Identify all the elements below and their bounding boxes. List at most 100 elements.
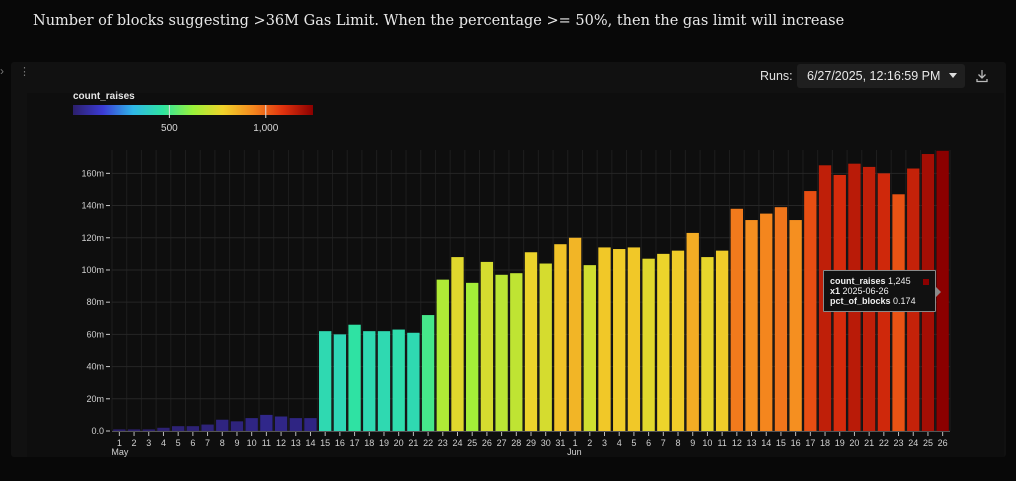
bar: [671, 250, 685, 431]
x-tick-label: 16: [791, 438, 801, 448]
x-tick-label: 4: [617, 438, 622, 448]
y-tick-label: 120m: [81, 233, 104, 243]
bar: [701, 257, 714, 431]
bar: [627, 247, 641, 431]
bar: [466, 282, 479, 431]
legend-tick-label: 500: [161, 123, 178, 134]
bar: [260, 414, 273, 431]
bar: [319, 331, 332, 431]
bar: [642, 258, 655, 431]
runs-select[interactable]: 6/27/2025, 12:16:59 PM: [797, 64, 965, 88]
bar: [142, 429, 155, 431]
x-tick-label: 24: [452, 438, 462, 448]
y-tick-label: 60m: [86, 329, 104, 339]
bar: [730, 208, 743, 431]
x-tick-label: 20: [394, 438, 404, 448]
tooltip-value-x: 2025-06-26: [842, 286, 889, 296]
bar: [598, 247, 611, 431]
x-tick-label: 10: [247, 438, 257, 448]
bar: [495, 274, 508, 431]
x-tick-label: 27: [497, 438, 507, 448]
bar: [230, 421, 244, 431]
x-tick-label: 29: [526, 438, 536, 448]
tooltip-value-pct: 0.174: [893, 296, 916, 306]
bar: [568, 237, 582, 431]
x-tick-label: 7: [205, 438, 210, 448]
bar: [539, 263, 552, 431]
bar: [760, 213, 773, 431]
x-tick-label: 31: [555, 438, 565, 448]
bar: [583, 265, 596, 431]
x-tick-label: 17: [805, 438, 815, 448]
x-tick-label: 6: [646, 438, 651, 448]
x-tick-label: 15: [776, 438, 786, 448]
bar: [113, 429, 126, 431]
bar: [171, 426, 185, 431]
bar: [451, 257, 464, 431]
bar: [774, 207, 788, 431]
x-tick-label: 26: [482, 438, 492, 448]
x-tick-label: 30: [541, 438, 551, 448]
x-tick-label: 14: [761, 438, 771, 448]
bar: [363, 331, 376, 431]
x-tick-label: 2: [132, 438, 137, 448]
tooltip-value-count: 1,245: [888, 276, 911, 286]
bar: [554, 244, 567, 431]
tooltip-swatch: [923, 279, 929, 285]
tooltip-label-count: count_raises: [830, 276, 886, 286]
bar: [804, 191, 817, 431]
bar: [127, 429, 141, 431]
x-tick-label: 23: [894, 438, 904, 448]
x-tick-label: 9: [690, 438, 695, 448]
x-month-label: May: [111, 447, 129, 457]
chevron-down-icon: [949, 73, 957, 78]
bar: [348, 324, 361, 431]
x-tick-label: 25: [467, 438, 477, 448]
x-tick-label: 4: [161, 438, 166, 448]
x-tick-label: 14: [305, 438, 315, 448]
x-tick-label: 3: [146, 438, 151, 448]
bar: [789, 220, 802, 431]
legend-tick-label: 1,000: [253, 123, 278, 134]
bar: [216, 419, 229, 431]
bar: [186, 426, 200, 431]
x-tick-label: 11: [717, 438, 726, 448]
collapse-chevron-icon[interactable]: ›: [0, 64, 4, 78]
download-icon[interactable]: [976, 69, 988, 83]
bar: [377, 331, 391, 431]
bar: [686, 232, 699, 431]
x-tick-label: 17: [350, 438, 360, 448]
drag-handle-icon[interactable]: ⋮: [19, 66, 30, 78]
x-tick-label: 12: [732, 438, 742, 448]
bar: [201, 424, 214, 431]
x-tick-label: 21: [864, 438, 874, 448]
x-tick-label: 1: [573, 438, 578, 448]
bar: [715, 250, 729, 431]
x-tick-label: 8: [676, 438, 681, 448]
tooltip-arrow: [935, 286, 941, 298]
x-tick-label: 26: [938, 438, 948, 448]
x-tick-label: 3: [602, 438, 607, 448]
x-tick-label: 13: [747, 438, 757, 448]
bar: [613, 249, 626, 431]
bar: [274, 416, 288, 431]
y-tick-label: 100m: [81, 265, 104, 275]
bar: [407, 332, 420, 431]
x-tick-label: 8: [220, 438, 225, 448]
x-tick-label: 23: [438, 438, 448, 448]
tooltip: count_raises 1,245 x1 2025-06-26 pct_of_…: [823, 270, 941, 312]
x-tick-label: 10: [702, 438, 712, 448]
x-tick-label: 9: [234, 438, 239, 448]
runs-label: Runs:: [760, 69, 793, 83]
bar: [304, 418, 317, 431]
x-tick-label: 18: [364, 438, 374, 448]
x-tick-label: 12: [276, 438, 286, 448]
y-tick-label: 20m: [86, 394, 104, 404]
tooltip-label-pct: pct_of_blocks: [830, 296, 891, 306]
bar: [936, 150, 949, 431]
x-tick-label: 16: [335, 438, 345, 448]
bar: [892, 194, 905, 431]
x-tick-label: 21: [408, 438, 418, 448]
tooltip-label-x: x1: [830, 286, 841, 296]
legend-colorbar: [73, 105, 313, 115]
